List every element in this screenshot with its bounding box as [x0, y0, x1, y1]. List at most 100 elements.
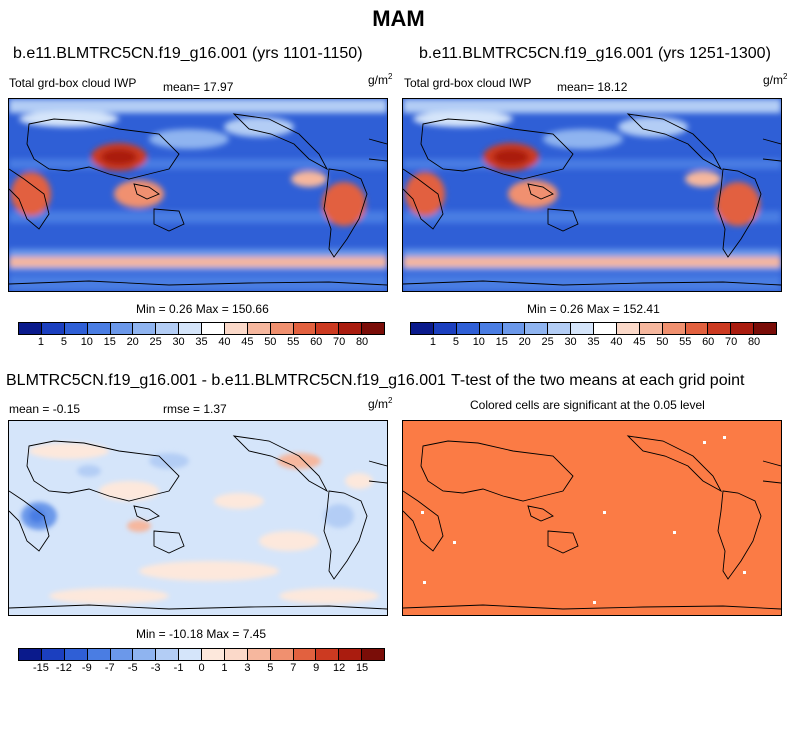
panel3-colorbar-box: [362, 649, 384, 660]
panel2-minmax: Min = 0.26 Max = 152.41: [527, 302, 660, 316]
panel2-colorbar-tick-label: 1: [429, 336, 436, 348]
panel3-colorbar-tick-label: -1: [173, 662, 184, 674]
panel3-colorbar-tick-label: 1: [221, 662, 228, 674]
panel2-colorbar-box: [685, 323, 709, 334]
panel3-title: BLMTRC5CN.f19_g16.001 - b.e11.BLMTRC5CN.…: [6, 372, 446, 389]
panel4-title: T-test of the two means at each grid poi…: [451, 372, 745, 389]
panel2-colorbar-tick-label: 5: [452, 336, 459, 348]
panel2-colorbar-tick-label: 10: [472, 336, 485, 348]
panel3-colorbar-tick-label: 7: [290, 662, 297, 674]
panel1-colorbar-tick-label: 5: [60, 336, 67, 348]
panel3-units: g/m2: [368, 396, 393, 411]
panel1-colorbar-box: [179, 323, 202, 334]
panel3-mean-label: mean = -0.15: [9, 402, 81, 416]
panel3-colorbar-tick-label: -12: [55, 662, 72, 674]
panel1-colorbar-box: [270, 323, 294, 334]
panel2-colorbar-tick-label: 35: [587, 336, 600, 348]
panel1-colorbar-box: [87, 323, 111, 334]
panel3-colorbar-box: [156, 649, 180, 660]
panel2-colorbar-box: [433, 323, 457, 334]
panel1-colorbar-box: [247, 323, 271, 334]
panel1-variable-label: Total grd-box cloud IWP: [9, 76, 137, 90]
panel3-colorbar-box: [339, 649, 363, 660]
panel1-colorbar-tick-label: 35: [195, 336, 208, 348]
panel3-colorbar-tick-label: 5: [267, 662, 274, 674]
panel3-colorbar-tick-label: -5: [127, 662, 138, 674]
panel2-colorbar-tick-label: 25: [541, 336, 554, 348]
panel2-colorbar-box: [616, 323, 640, 334]
panel1-colorbar-box: [316, 323, 340, 334]
panel1-colorbar-tick-label: 45: [241, 336, 254, 348]
panel1-colorbar-tick-label: 25: [149, 336, 162, 348]
panel2-colorbar-box: [479, 323, 503, 334]
panel1-colorbar-tick-label: 15: [103, 336, 116, 348]
panel3-colorbar-box: [316, 649, 340, 660]
panel1-units: g/m2: [368, 72, 393, 87]
panel3-colorbar-tick-label: -3: [150, 662, 161, 674]
panel2-colorbar-tick-label: 70: [725, 336, 738, 348]
panel1-colorbar-box: [293, 323, 317, 334]
panel2-colorbar-tick-label: 55: [679, 336, 692, 348]
panel3-colorbar-tick-label: 0: [198, 662, 205, 674]
panel2-colorbar: [410, 322, 777, 335]
panel3-map: [8, 420, 388, 616]
panel3-colorbar-tick-label: 15: [355, 662, 369, 674]
panel2-colorbar-box: [594, 323, 617, 334]
panel3-colorbar-ticks: -15 -12 -9 -7 -5 -3 -1 0 1 3 5 7 9 12 15: [18, 662, 385, 676]
panel3-colorbar-box: [270, 649, 294, 660]
panel1-colorbar-tick-label: 50: [264, 336, 277, 348]
panel3-colorbar-box: [133, 649, 157, 660]
panel3-colorbar-tick-label: 9: [313, 662, 320, 674]
panel3-colorbar-box: [110, 649, 134, 660]
panel2-colorbar-box: [662, 323, 686, 334]
panel1-colorbar-box: [156, 323, 180, 334]
panel1-colorbar-box: [41, 323, 65, 334]
panel2-colorbar-tick-label: 30: [564, 336, 577, 348]
panel3-colorbar-tick-label: 12: [333, 662, 346, 674]
panel3-colorbar-tick-label: -7: [104, 662, 115, 674]
panel2-colorbar-box: [525, 323, 549, 334]
panel3-colorbar-box: [41, 649, 65, 660]
panel1-colorbar-tick-label: 1: [37, 336, 44, 348]
panel3-colorbar-tick-label: -9: [81, 662, 92, 674]
panel2-colorbar-box: [708, 323, 732, 334]
panel4-subtitle: Colored cells are significant at the 0.0…: [470, 398, 705, 412]
panel1-map: [8, 98, 388, 292]
panel3-colorbar: [18, 648, 385, 661]
panel2-title: b.e11.BLMTRC5CN.f19_g16.001 (yrs 1251-13…: [419, 45, 771, 62]
panel1-colorbar-tick-label: 55: [287, 336, 300, 348]
panel2-colorbar-box: [502, 323, 526, 334]
panel2-colorbar-ticks: 1 5 10 15 20 25 30 35 40 45 50 55 60 70 80: [410, 336, 777, 350]
panel1-colorbar-tick-label: 60: [310, 336, 323, 348]
panel1-colorbar-tick-label: 20: [126, 336, 139, 348]
panel4-map: [402, 420, 782, 616]
panel3-colorbar-tick-label: -15: [32, 662, 49, 674]
panel2-colorbar-tick-label: 80: [747, 336, 761, 348]
panel1-colorbar-box: [202, 323, 225, 334]
panel2-colorbar-box: [456, 323, 480, 334]
panel1-colorbar: [18, 322, 385, 335]
panel3-rmse-label: rmse = 1.37: [163, 402, 227, 416]
panel1-colorbar-box: [362, 323, 384, 334]
panel3-colorbar-box: [224, 649, 248, 660]
panel3-colorbar-box: [179, 649, 202, 660]
panel4-map-svg: [403, 421, 781, 615]
panel3-colorbar-box: [87, 649, 111, 660]
panel2-colorbar-box: [639, 323, 663, 334]
panel2-colorbar-box: [754, 323, 776, 334]
panel1-colorbar-box: [19, 323, 42, 334]
panel3-colorbar-box: [247, 649, 271, 660]
panel1-mean-label: mean= 17.97: [163, 80, 234, 94]
panel2-colorbar-tick-label: 50: [656, 336, 669, 348]
panel1-title: b.e11.BLMTRC5CN.f19_g16.001 (yrs 1101-11…: [13, 45, 363, 62]
panel3-colorbar-box: [202, 649, 225, 660]
panel3-map-svg: [9, 421, 387, 615]
panel2-colorbar-tick-label: 15: [495, 336, 508, 348]
panel1-colorbar-tick-label: 70: [333, 336, 346, 348]
panel3-colorbar-tick-label: 3: [244, 662, 251, 674]
panel2-colorbar-tick-label: 45: [633, 336, 646, 348]
panel1-colorbar-box: [110, 323, 134, 334]
panel1-minmax: Min = 0.26 Max = 150.66: [136, 302, 269, 316]
panel2-mean-label: mean= 18.12: [557, 80, 628, 94]
panel1-colorbar-box: [133, 323, 157, 334]
